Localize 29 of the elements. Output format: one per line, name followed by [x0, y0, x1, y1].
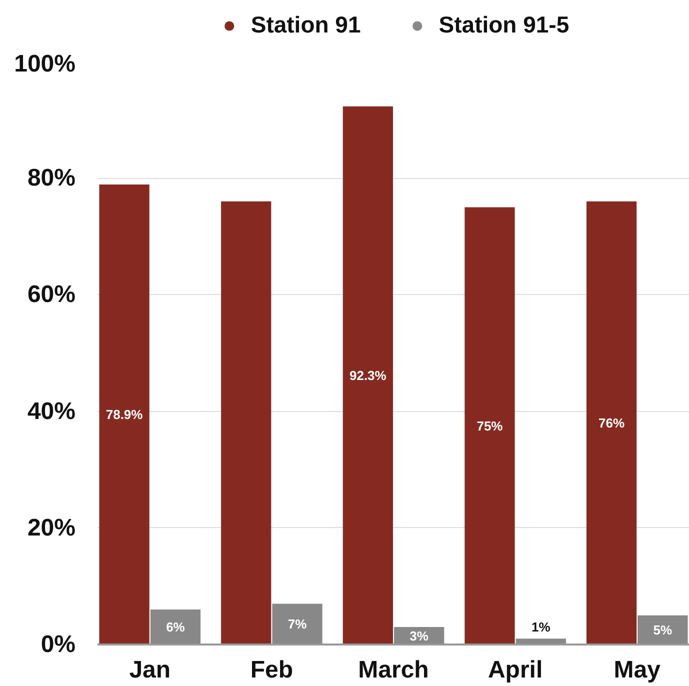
x-tick-label: April [488, 656, 543, 684]
data-label: 7% [288, 616, 308, 632]
data-label: 1% [531, 620, 551, 635]
y-tick-label: 100% [14, 50, 76, 78]
bar [272, 604, 322, 644]
x-tick-label: Jan [129, 656, 171, 684]
bar [221, 201, 272, 644]
data-label: 75% [476, 418, 504, 434]
y-tick-label: 80% [27, 164, 76, 192]
bar [150, 610, 201, 644]
bar [342, 106, 393, 644]
y-tick-label: 0% [40, 631, 76, 658]
x-tick-label: March [358, 656, 429, 684]
bar [99, 184, 150, 644]
data-label: 78.9% [106, 407, 144, 422]
data-label: 3% [410, 628, 429, 644]
y-tick-label: 20% [27, 514, 76, 542]
data-label: 6% [166, 620, 186, 635]
data-label: 76% [598, 415, 625, 430]
y-tick-label: 40% [27, 398, 76, 425]
data-label: 5% [653, 622, 673, 638]
y-tick-label: 60% [27, 281, 76, 308]
x-tick-label: May [614, 656, 662, 684]
bar [586, 201, 637, 644]
bar [464, 207, 515, 644]
data-label: 92.3% [349, 368, 387, 383]
x-tick-label: Feb [250, 656, 294, 684]
legend-label: Station 91-5 [438, 12, 570, 38]
legend-label: Station 91 [250, 12, 361, 38]
